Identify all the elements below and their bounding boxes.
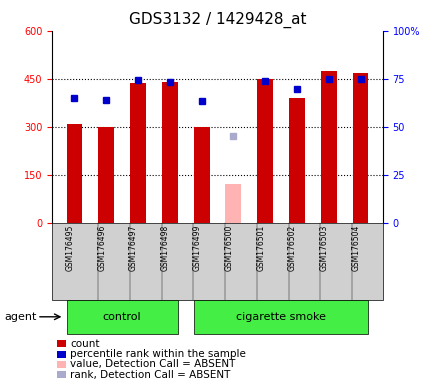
Text: GSM176496: GSM176496 — [97, 225, 106, 271]
Bar — [225, 184, 241, 223]
Text: GSM176501: GSM176501 — [256, 225, 265, 271]
Bar — [256, 79, 273, 223]
Text: percentile rank within the sample: percentile rank within the sample — [70, 349, 246, 359]
Bar — [98, 127, 114, 223]
Bar — [130, 83, 146, 223]
Title: GDS3132 / 1429428_at: GDS3132 / 1429428_at — [128, 12, 306, 28]
Text: GSM176502: GSM176502 — [287, 225, 296, 271]
Bar — [288, 98, 304, 223]
Bar — [193, 127, 209, 223]
Text: GSM176497: GSM176497 — [129, 225, 138, 271]
Bar — [352, 73, 368, 223]
Text: rank, Detection Call = ABSENT: rank, Detection Call = ABSENT — [70, 370, 230, 380]
Text: control: control — [102, 312, 141, 322]
Text: value, Detection Call = ABSENT: value, Detection Call = ABSENT — [70, 359, 235, 369]
Text: GSM176495: GSM176495 — [65, 225, 74, 271]
Text: GSM176504: GSM176504 — [351, 225, 360, 271]
Bar — [320, 71, 336, 223]
Text: agent: agent — [4, 312, 36, 322]
Text: count: count — [70, 339, 100, 349]
Text: GSM176499: GSM176499 — [192, 225, 201, 271]
Text: GSM176503: GSM176503 — [319, 225, 328, 271]
Text: cigarette smoke: cigarette smoke — [236, 312, 326, 322]
Bar — [66, 124, 82, 223]
Text: GSM176498: GSM176498 — [161, 225, 169, 271]
Text: GSM176500: GSM176500 — [224, 225, 233, 271]
Bar — [161, 82, 178, 223]
